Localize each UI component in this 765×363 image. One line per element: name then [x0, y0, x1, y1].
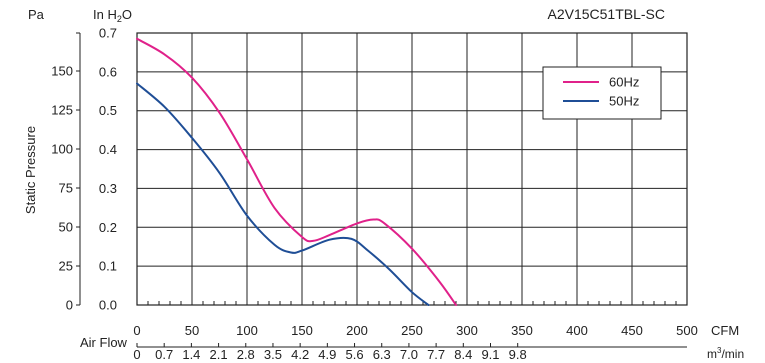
- legend-box: [542, 66, 662, 120]
- x-unit-bottom-sup: 3: [717, 346, 722, 355]
- pa-tick-label: 50: [59, 220, 73, 235]
- pa-tick-label: 25: [59, 259, 73, 274]
- cfm-tick-label: 250: [401, 323, 423, 338]
- inh2o-tick-label: 0.0: [99, 298, 117, 313]
- y-left-unit: Pa: [28, 7, 45, 22]
- cfm-tick-label: 350: [511, 323, 533, 338]
- m3min-tick-label: 7.0: [400, 347, 418, 362]
- m3min-tick-label: 7.7: [427, 347, 445, 362]
- pa-tick-label: 125: [51, 103, 73, 118]
- m3min-tick-label: 0: [133, 347, 140, 362]
- inh2o-tick-label: 0.5: [99, 103, 117, 118]
- pa-tick-label: 0: [66, 298, 73, 313]
- y-right-unit: In H2O: [93, 7, 132, 24]
- series-lines: [136, 37, 457, 306]
- legend-label: 50Hz: [609, 94, 639, 109]
- cfm-tick-label: 100: [236, 323, 258, 338]
- inh2o-tick-label: 0.7: [99, 26, 117, 41]
- m3min-tick-label: 2.8: [237, 347, 255, 362]
- cfm-tick-label: 150: [291, 323, 313, 338]
- cfm-tick-label: 500: [676, 323, 698, 338]
- y-axis-label: Static Pressure: [23, 126, 38, 214]
- chart-title: A2V15C51TBL-SC: [547, 6, 665, 22]
- m3min-tick-label: 3.5: [264, 347, 282, 362]
- legend-label: 60Hz: [609, 75, 639, 90]
- inh2o-tick-label: 0.4: [99, 142, 117, 157]
- y-right-unit-sub: 2: [117, 14, 122, 24]
- m3min-tick-label: 4.2: [291, 347, 309, 362]
- cfm-tick-label: 200: [346, 323, 368, 338]
- m3min-tick-label: 6.3: [373, 347, 391, 362]
- m3min-tick-label: 5.6: [345, 347, 363, 362]
- m3min-tick-label: 9.8: [509, 347, 527, 362]
- y-right-unit-prefix: In H: [93, 7, 117, 22]
- cfm-tick-label: 50: [185, 323, 199, 338]
- tick-labels: 0 50 100 150 200 250 300 350 400 450 5000.00.10.20…: [51, 26, 698, 363]
- m3min-tick-label: 0.7: [155, 347, 173, 362]
- m3min-tick-label: 9.1: [481, 347, 499, 362]
- x-unit-bottom-prefix: m: [707, 347, 717, 361]
- pa-tick-label: 150: [51, 64, 73, 79]
- x-unit-top: CFM: [711, 323, 739, 338]
- cfm-tick-label: 450: [621, 323, 643, 338]
- legend: 60Hz 50Hz: [542, 66, 662, 120]
- inh2o-tick-label: 0.2: [99, 220, 117, 235]
- series-line-50hz: [136, 82, 430, 306]
- inh2o-tick-label: 0.6: [99, 64, 117, 79]
- m3min-tick-label: 2.1: [210, 347, 228, 362]
- m3min-tick-label: 4.9: [318, 347, 336, 362]
- cfm-tick-label: 400: [566, 323, 588, 338]
- x-unit-bottom: m3/min: [707, 346, 744, 361]
- m3min-tick-label: 1.4: [182, 347, 200, 362]
- cfm-tick-label: 0: [133, 323, 140, 338]
- pa-tick-label: 75: [59, 181, 73, 196]
- inh2o-tick-label: 0.3: [99, 181, 117, 196]
- m3min-tick-label: 8.4: [454, 347, 472, 362]
- x-axis-label: Air Flow: [80, 335, 128, 350]
- series-line-60hz: [136, 37, 457, 306]
- y-right-unit-suffix: O: [122, 7, 132, 22]
- pa-tick-label: 100: [51, 142, 73, 157]
- inh2o-tick-label: 0.1: [99, 259, 117, 274]
- cfm-tick-label: 300: [456, 323, 478, 338]
- x-unit-bottom-suffix: /min: [721, 347, 744, 361]
